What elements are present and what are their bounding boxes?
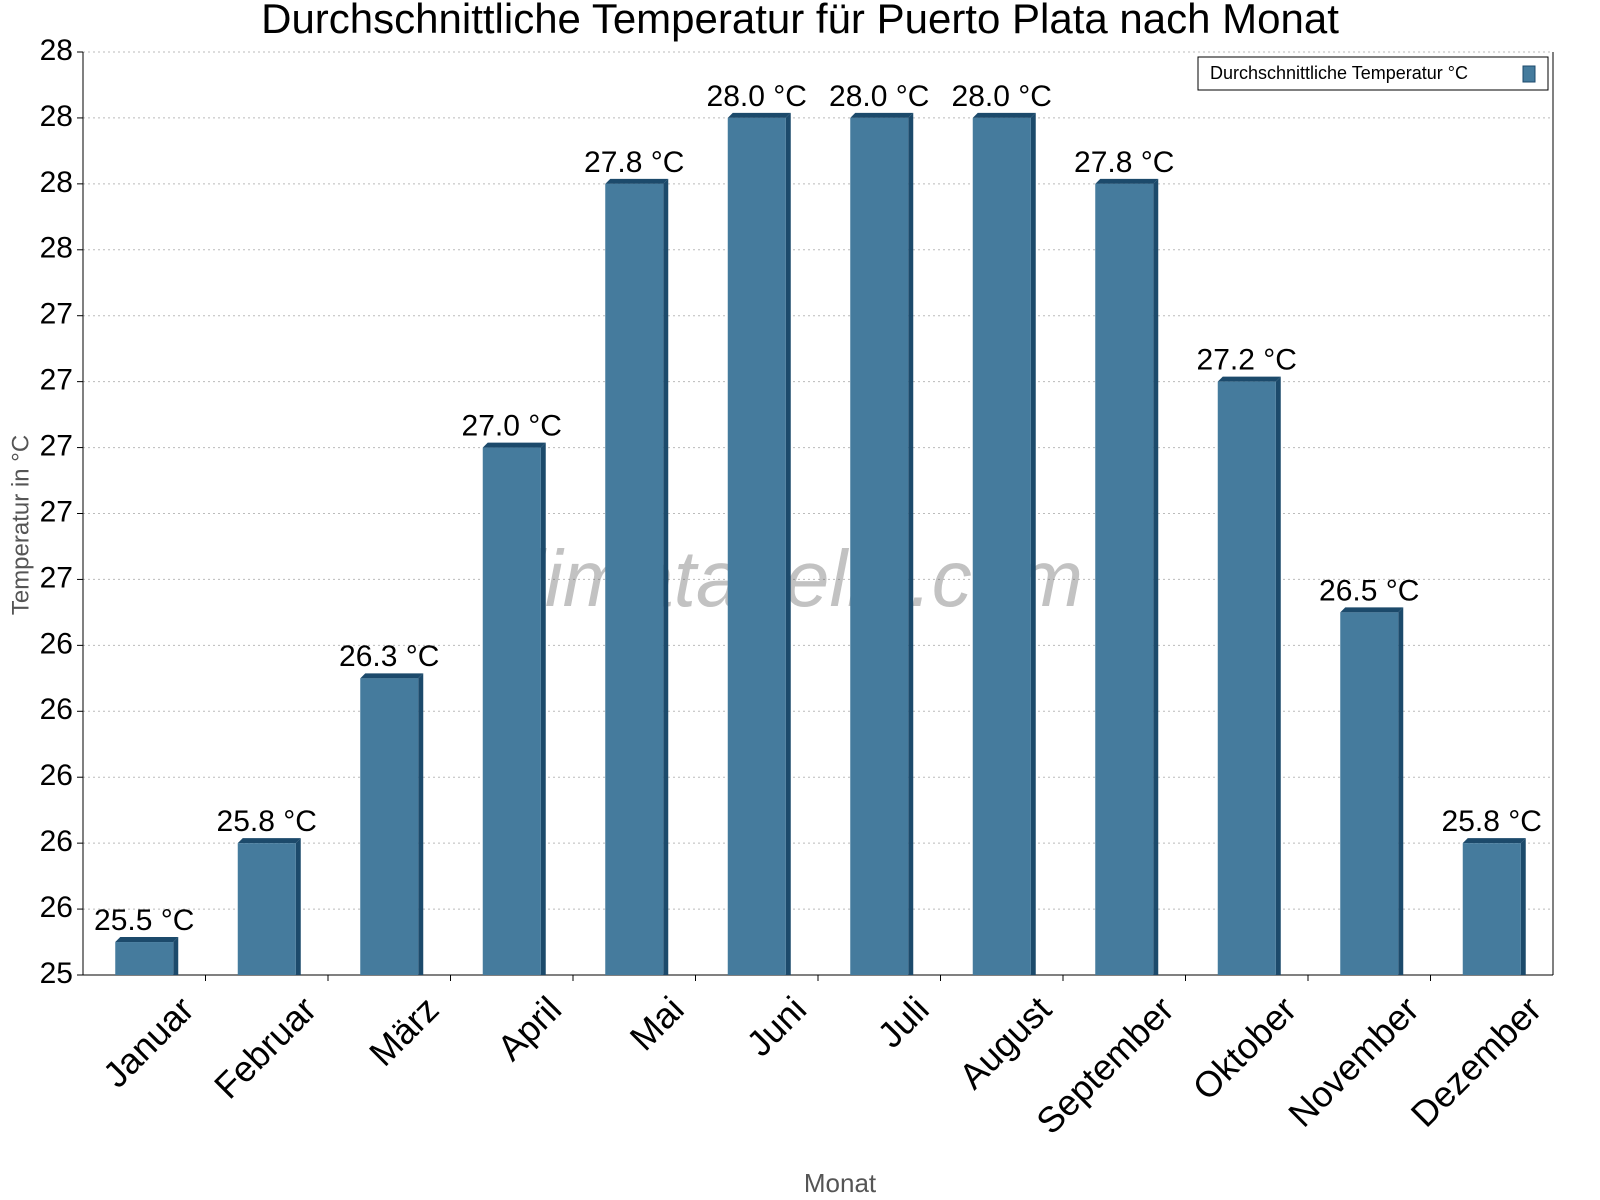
data-label: 26.5 °C (1319, 574, 1419, 607)
bar-top (605, 178, 669, 184)
bar-top (1217, 376, 1281, 382)
bar (482, 447, 541, 976)
x-tick-label: Februar (206, 988, 324, 1106)
x-tick-label: November (1280, 988, 1426, 1134)
bar-side (1275, 376, 1281, 976)
y-tick-label: 27 (40, 298, 73, 331)
bar (1340, 612, 1399, 975)
legend-swatch (1522, 65, 1536, 83)
bar (972, 117, 1031, 975)
y-tick-label: 27 (40, 429, 73, 462)
bar-side (540, 442, 546, 976)
bar-side (1153, 178, 1159, 975)
y-tick-label: 26 (40, 825, 73, 858)
y-tick-label: 27 (40, 364, 73, 397)
y-axis-label: Temperatur in °C (7, 435, 34, 615)
x-tick-label: Dezember (1403, 988, 1549, 1134)
data-label: 27.2 °C (1197, 344, 1297, 377)
data-label: 27.8 °C (584, 146, 684, 179)
bar-side (785, 112, 791, 975)
data-label: 27.0 °C (462, 409, 562, 442)
y-tick-label: 26 (40, 627, 73, 660)
data-label: 27.8 °C (1074, 146, 1174, 179)
y-tick-label: 26 (40, 891, 73, 924)
bar (237, 843, 296, 975)
legend-box (1197, 56, 1549, 91)
bar-top (360, 673, 424, 679)
x-tick-label: Juli (869, 988, 936, 1055)
y-tick-label: 28 (40, 166, 73, 199)
bar-top (115, 937, 179, 943)
bar-top (1462, 838, 1526, 844)
data-label: 25.5 °C (94, 904, 194, 937)
data-label: 25.8 °C (1442, 805, 1542, 838)
bar (850, 117, 909, 975)
x-axis-label: Monat (804, 1168, 877, 1198)
bar-side (1398, 607, 1404, 975)
x-tick-label: März (361, 988, 447, 1074)
bar-top (850, 112, 914, 118)
bar-side (295, 838, 301, 975)
bar (727, 117, 786, 975)
chart-title: Durchschnittliche Temperatur für Puerto … (261, 0, 1339, 42)
bar-top (237, 838, 301, 844)
bar-top (1095, 178, 1159, 184)
bar (360, 678, 419, 975)
bar (1095, 183, 1154, 975)
bar (115, 942, 174, 975)
x-tick-label: April (489, 988, 569, 1068)
bar-side (1520, 838, 1526, 975)
data-label: 28.0 °C (952, 80, 1052, 113)
y-tick-label: 26 (40, 693, 73, 726)
y-tick-label: 25 (40, 957, 73, 990)
bar-side (908, 112, 914, 975)
data-label: 25.8 °C (217, 805, 317, 838)
bar-top (482, 442, 546, 448)
bar-side (663, 178, 669, 975)
bar-top (727, 112, 791, 118)
legend-label: Durchschnittliche Temperatur °C (1210, 63, 1468, 83)
bar (1462, 843, 1521, 975)
bar-top (972, 112, 1036, 118)
x-tick-label: Juni (738, 988, 814, 1064)
y-tick-label: 27 (40, 495, 73, 528)
bar (1217, 381, 1276, 976)
bar-top (1340, 607, 1404, 613)
y-tick-label: 28 (40, 34, 73, 67)
y-tick-label: 27 (40, 561, 73, 594)
x-tick-label: August (951, 988, 1059, 1096)
data-label: 26.3 °C (339, 640, 439, 673)
x-tick-label: Mai (622, 988, 692, 1058)
bar-side (1030, 112, 1036, 975)
x-tick-label: Januar (95, 988, 202, 1095)
x-tick-label: Oktober (1185, 988, 1305, 1108)
bar (605, 183, 664, 975)
y-tick-label: 28 (40, 232, 73, 265)
bar-side (418, 673, 424, 975)
y-tick-label: 26 (40, 759, 73, 792)
y-tick-label: 28 (40, 100, 73, 133)
data-label: 28.0 °C (707, 80, 807, 113)
bar-side (173, 937, 179, 975)
legend: Durchschnittliche Temperatur °C (1197, 56, 1549, 91)
data-label: 28.0 °C (829, 80, 929, 113)
